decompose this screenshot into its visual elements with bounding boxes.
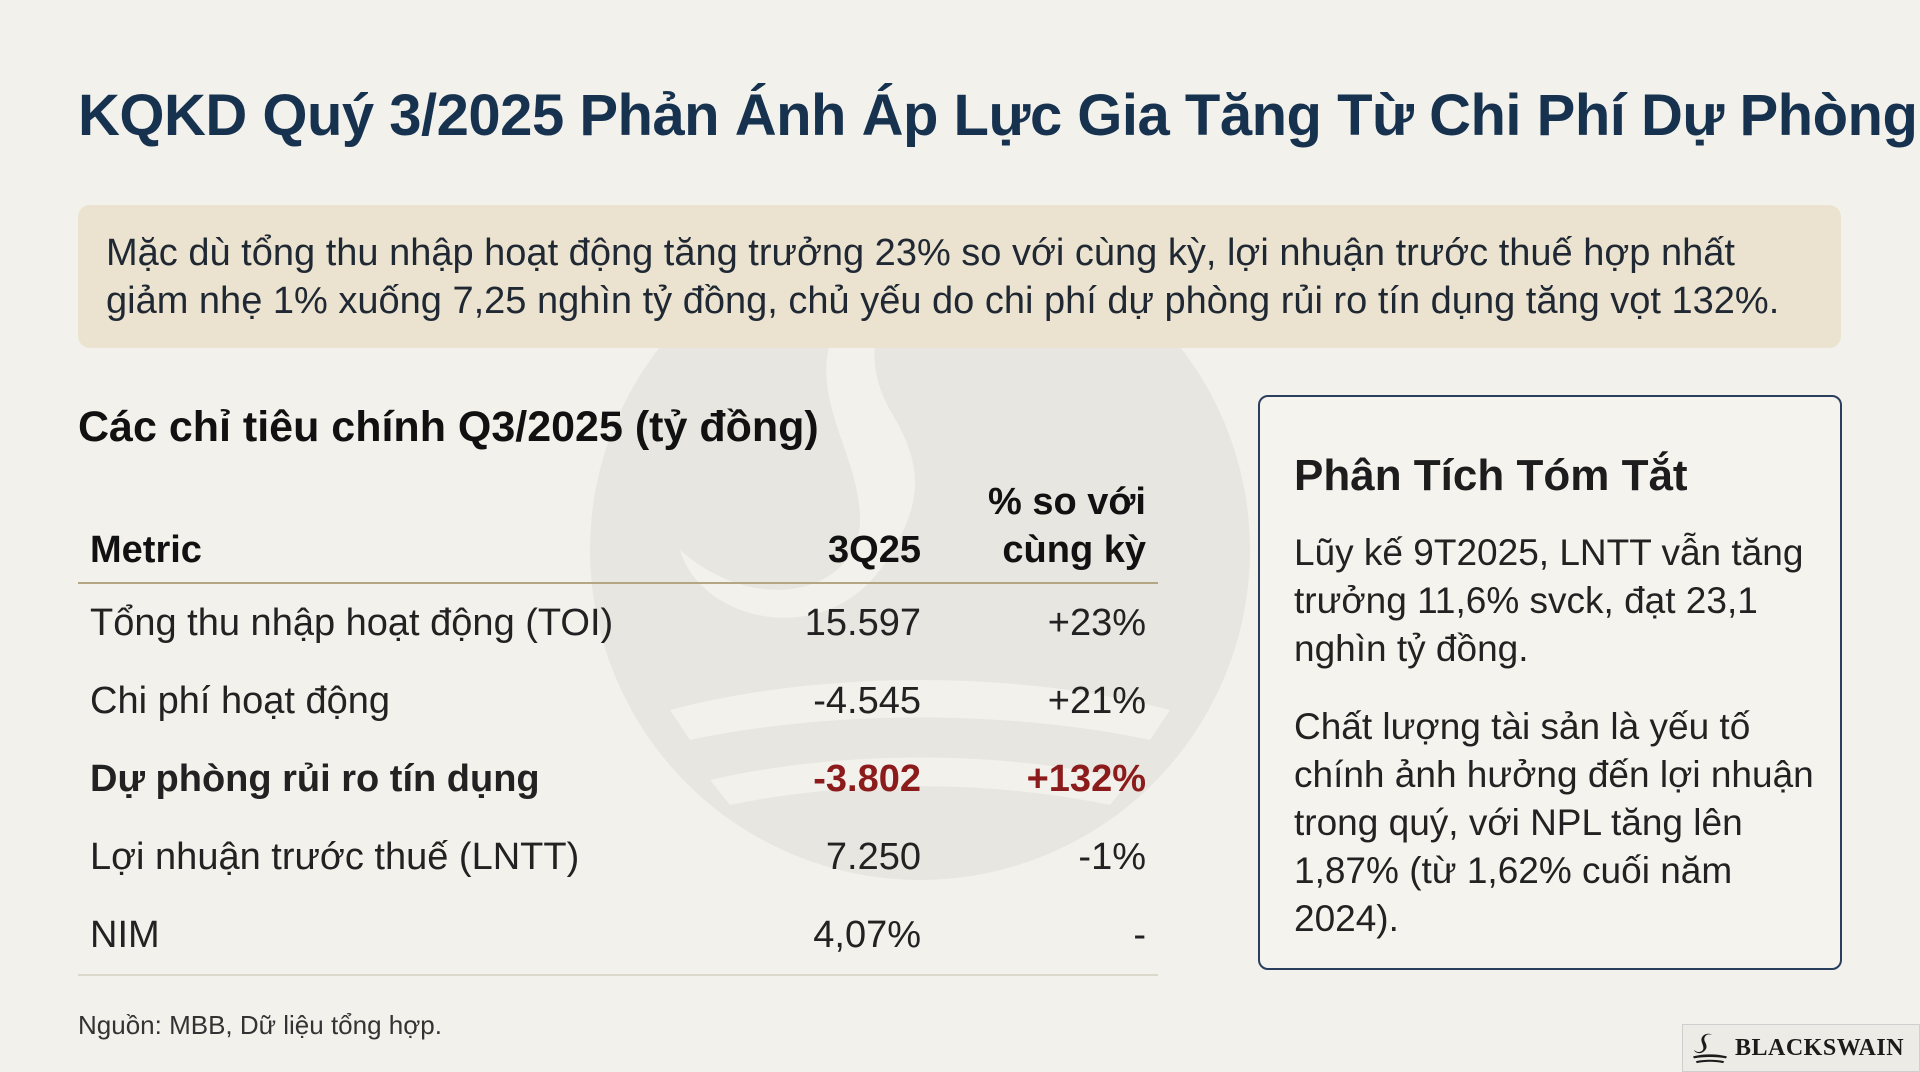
table-row: NIM 4,07% - [78,896,1158,975]
table-row-highlight: Dự phòng rủi ro tín dụng -3.802 +132% [78,740,1158,818]
row-change: - [1133,913,1146,956]
table-title: Các chỉ tiêu chính Q3/2025 (tỷ đồng) [78,403,819,451]
row-metric: Chi phí hoạt động [90,679,391,722]
analysis-paragraph: Chất lượng tài sản là yếu tố chính ảnh h… [1294,706,1814,939]
header-change-line2: cùng kỳ [1002,529,1146,571]
row-metric: NIM [90,913,160,956]
row-value: -4.545 [813,679,921,722]
row-value: 4,07% [813,913,921,956]
row-metric: Lợi nhuận trước thuế (LNTT) [90,835,580,878]
source-note: Nguồn: MBB, Dữ liệu tổng hợp. [78,1010,442,1040]
table-row: Chi phí hoạt động -4.545 +21% [78,662,1158,740]
row-change: +21% [1047,679,1146,722]
row-change: +23% [1047,601,1146,644]
row-value: 7.250 [825,835,921,878]
row-value: -3.802 [813,757,921,800]
summary-box: Mặc dù tổng thu nhập hoạt động tăng trưở… [78,205,1841,348]
row-metric: Dự phòng rủi ro tín dụng [90,757,540,800]
table-header-row: Metric 3Q25 % so với cùng kỳ [78,478,1158,583]
row-change: -1% [1078,835,1146,878]
table-row: Tổng thu nhập hoạt động (TOI) 15.597 +23… [78,583,1158,662]
analysis-paragraph: Lũy kế 9T2025, LNTT vẫn tăng trưởng 11,6… [1294,532,1804,669]
row-metric: Tổng thu nhập hoạt động (TOI) [90,601,614,644]
analysis-box: Phân Tích Tóm Tắt Lũy kế 9T2025, LNTT vẫ… [1258,395,1842,970]
analysis-title: Phân Tích Tóm Tắt [1294,451,1688,500]
row-change: +132% [1026,757,1146,800]
brand-logo: BLACKSWAIN [1682,1024,1920,1072]
swan-logo-icon [1693,1033,1727,1064]
table-row: Lợi nhuận trước thuế (LNTT) 7.250 -1% [78,818,1158,896]
header-change: % so với cùng kỳ [933,478,1158,583]
header-metric: Metric [90,529,202,571]
logo-text: BLACKSWAIN [1735,1034,1905,1061]
header-value: 3Q25 [828,529,921,571]
row-value: 15.597 [804,601,921,644]
summary-text: Mặc dù tổng thu nhập hoạt động tăng trưở… [106,232,1780,322]
header-change-line1: % so với [988,481,1146,523]
metrics-table: Metric 3Q25 % so với cùng kỳ Tổng thu nh… [78,478,1158,976]
page-title: KQKD Quý 3/2025 Phản Ánh Áp Lực Gia Tăng… [78,83,1918,148]
